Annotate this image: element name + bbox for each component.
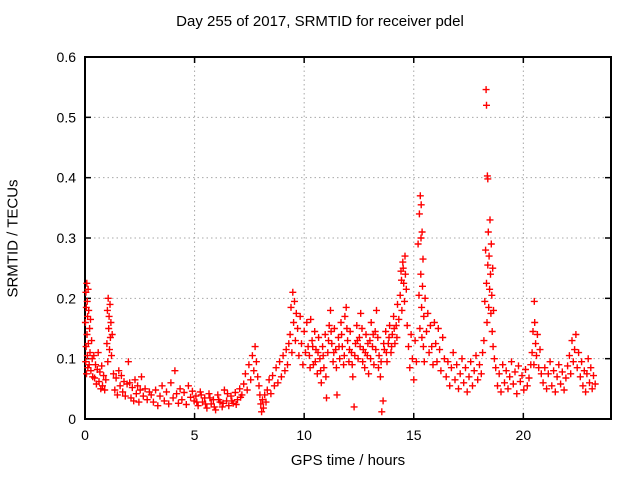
y-tick-label: 0.4 bbox=[57, 170, 77, 186]
y-axis-label: SRMTID / TECUs bbox=[4, 179, 22, 298]
y-tick-label: 0.6 bbox=[57, 49, 77, 65]
x-tick-label: 15 bbox=[406, 427, 422, 443]
x-tick-label: 5 bbox=[191, 427, 199, 443]
x-axis-label: GPS time / hours bbox=[290, 452, 406, 469]
scatter-points bbox=[81, 86, 599, 416]
y-tick-label: 0.3 bbox=[57, 230, 77, 246]
y-tick-label: 0 bbox=[68, 411, 76, 427]
x-tick-label: 20 bbox=[516, 427, 532, 443]
plot-border bbox=[84, 56, 612, 420]
y-tick-label: 0.1 bbox=[57, 351, 77, 367]
x-tick-label: 0 bbox=[81, 427, 89, 443]
x-tick-label: 10 bbox=[296, 427, 312, 443]
chart-title: Day 255 of 2017, SRMTID for receiver pde… bbox=[176, 13, 464, 30]
y-tick-label: 0.2 bbox=[57, 290, 77, 306]
y-tick-label: 0.5 bbox=[57, 109, 77, 125]
